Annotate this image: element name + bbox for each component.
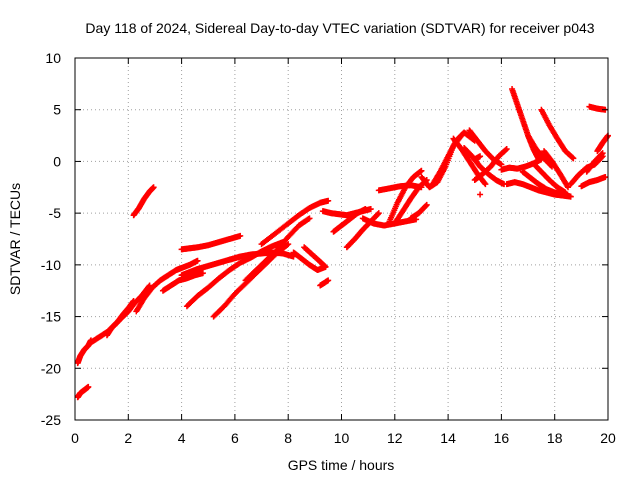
data-point-arc-m: [325, 197, 332, 204]
data-point-arc-ae: [477, 153, 484, 160]
data-point-arc-an: [565, 184, 572, 191]
x-tick-label: 10: [334, 430, 350, 446]
y-tick-label: 0: [53, 153, 61, 169]
y-tick-label: -25: [41, 412, 61, 428]
y-axis-label: SDTVAR / TECUs: [7, 183, 23, 295]
y-tick-label: -15: [41, 309, 61, 325]
data-point-arc-am: [570, 155, 577, 162]
data-point-arc-g: [199, 270, 206, 277]
data-point-arc-ab: [482, 181, 489, 188]
data-point-arc-p: [322, 263, 329, 270]
y-tick-label: -5: [49, 205, 62, 221]
x-tick-label: 12: [387, 430, 403, 446]
x-tick-label: 14: [440, 430, 456, 446]
y-tick-label: 10: [45, 50, 61, 66]
grid-lines: [75, 58, 608, 420]
x-tick-label: 4: [178, 430, 186, 446]
chart-title: Day 118 of 2024, Sidereal Day-to-day VTE…: [85, 20, 594, 36]
data-points: [74, 86, 611, 401]
data-point-arc-e: [150, 184, 157, 191]
data-point-arc-ar: [599, 150, 606, 157]
tick-labels: 0 2 4 6 8 10 12 14 16 18 20 -25 -20 -15 -10 -5 0 5 10: [41, 50, 616, 446]
data-point-arc-t: [375, 210, 382, 217]
x-tick-label: 8: [284, 430, 292, 446]
x-tick-label: 6: [231, 430, 239, 446]
data-point-arc-f: [194, 257, 201, 264]
data-point-arc-af: [503, 146, 510, 153]
data-point-arc-y: [422, 202, 429, 209]
axis-ticks: [74, 57, 609, 421]
data-point-arc-ao: [549, 163, 556, 170]
x-tick-label: 16: [494, 430, 510, 446]
data-point-arc-b: [85, 383, 92, 390]
x-tick-label: 18: [547, 430, 563, 446]
x-tick-label: 2: [124, 430, 132, 446]
data-point-arc-d: [130, 298, 137, 305]
data-point-arc-ab: [481, 180, 488, 187]
data-point-arc-ag: [477, 191, 484, 198]
data-point-arc-ak: [567, 193, 574, 200]
data-point-arc-k: [285, 241, 292, 248]
data-point-arc-ao: [548, 162, 555, 169]
data-point-arc-s: [362, 206, 369, 213]
data-point-arc-q: [325, 277, 332, 284]
y-tick-label: -20: [41, 360, 61, 376]
y-tick-label: -10: [41, 257, 61, 273]
x-axis-label: GPS time / hours: [288, 457, 395, 473]
data-point-arc-ad: [498, 161, 505, 168]
data-point-arc-al: [562, 189, 569, 196]
y-tick-label: 5: [53, 102, 61, 118]
data-point-arc-l: [306, 215, 313, 222]
data-point-arc-k: [284, 241, 291, 248]
data-point-arc-h: [237, 232, 244, 239]
data-point-arc-y: [423, 201, 430, 208]
data-point-arc-w: [418, 167, 425, 174]
data-point-arc-r: [367, 206, 374, 213]
x-tick-label: 0: [71, 430, 79, 446]
data-point-arc-t: [375, 210, 382, 217]
data-point-arc-aj: [535, 156, 542, 163]
x-tick-label: 20: [600, 430, 616, 446]
data-point-arc-aq: [602, 173, 609, 180]
data-point-arc-ar: [598, 150, 605, 157]
